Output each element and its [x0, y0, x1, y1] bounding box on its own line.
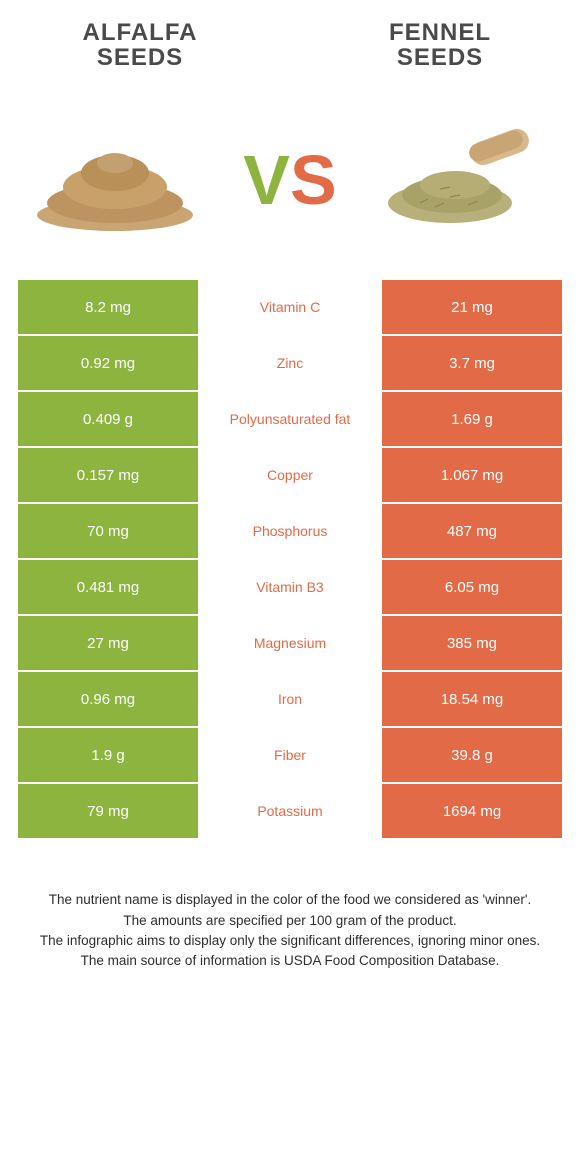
left-value: 27 mg: [18, 616, 198, 670]
title-line: seeds: [397, 44, 483, 71]
right-value: 1.69 g: [382, 392, 562, 446]
title-line: Alfalfa: [83, 19, 198, 46]
right-value: 21 mg: [382, 280, 562, 334]
vs-label: V S: [243, 140, 336, 220]
left-food-title: Alfalfa seeds: [45, 20, 235, 70]
nutrient-label: Fiber: [198, 728, 382, 782]
right-food-title: Fennel seeds: [345, 20, 535, 70]
nutrient-label: Zinc: [198, 336, 382, 390]
title-line: seeds: [97, 44, 183, 71]
table-row: 0.96 mgIron18.54 mg: [18, 672, 562, 728]
right-value: 6.05 mg: [382, 560, 562, 614]
left-value: 1.9 g: [18, 728, 198, 782]
table-row: 0.92 mgZinc3.7 mg: [18, 336, 562, 392]
left-value: 0.96 mg: [18, 672, 198, 726]
table-row: 0.157 mgCopper1.067 mg: [18, 448, 562, 504]
vs-v: V: [243, 140, 290, 220]
title-line: Fennel: [389, 19, 491, 46]
left-value: 70 mg: [18, 504, 198, 558]
nutrient-label: Vitamin C: [198, 280, 382, 334]
footer-line: The infographic aims to display only the…: [30, 931, 550, 951]
comparison-table: 8.2 mgVitamin C21 mg0.92 mgZinc3.7 mg0.4…: [18, 280, 562, 840]
right-value: 39.8 g: [382, 728, 562, 782]
table-row: 8.2 mgVitamin C21 mg: [18, 280, 562, 336]
footer-line: The nutrient name is displayed in the co…: [30, 890, 550, 910]
table-row: 0.409 gPolyunsaturated fat1.69 g: [18, 392, 562, 448]
nutrient-label: Copper: [198, 448, 382, 502]
left-value: 0.92 mg: [18, 336, 198, 390]
right-value: 1694 mg: [382, 784, 562, 838]
right-value: 18.54 mg: [382, 672, 562, 726]
vs-s: S: [290, 140, 337, 220]
footer-line: The main source of information is USDA F…: [30, 951, 550, 971]
alfalfa-seeds-image: [30, 120, 200, 240]
header-row: Alfalfa seeds Fennel seeds: [0, 0, 580, 80]
table-row: 27 mgMagnesium385 mg: [18, 616, 562, 672]
table-row: 1.9 gFiber39.8 g: [18, 728, 562, 784]
right-value: 3.7 mg: [382, 336, 562, 390]
left-value: 8.2 mg: [18, 280, 198, 334]
nutrient-label: Polyunsaturated fat: [198, 392, 382, 446]
left-value: 0.409 g: [18, 392, 198, 446]
nutrient-label: Potassium: [198, 784, 382, 838]
nutrient-label: Vitamin B3: [198, 560, 382, 614]
right-value: 487 mg: [382, 504, 562, 558]
footer-line: The amounts are specified per 100 gram o…: [30, 911, 550, 931]
right-value: 1.067 mg: [382, 448, 562, 502]
nutrient-label: Magnesium: [198, 616, 382, 670]
left-value: 79 mg: [18, 784, 198, 838]
right-value: 385 mg: [382, 616, 562, 670]
table-row: 70 mgPhosphorus487 mg: [18, 504, 562, 560]
left-value: 0.481 mg: [18, 560, 198, 614]
nutrient-label: Iron: [198, 672, 382, 726]
images-row: V S: [0, 80, 580, 280]
table-row: 79 mgPotassium1694 mg: [18, 784, 562, 840]
left-value: 0.157 mg: [18, 448, 198, 502]
nutrient-label: Phosphorus: [198, 504, 382, 558]
table-row: 0.481 mgVitamin B36.05 mg: [18, 560, 562, 616]
footer-notes: The nutrient name is displayed in the co…: [0, 840, 580, 971]
fennel-seeds-image: [380, 120, 550, 240]
